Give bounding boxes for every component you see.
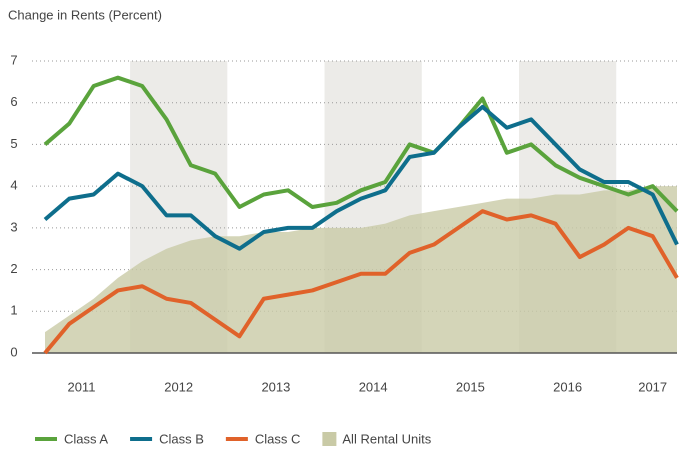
x-tick-label: 2016 [553,379,582,394]
y-tick-label: 6 [10,94,17,109]
legend-label: Class B [159,431,204,446]
x-tick-label: 2013 [261,379,290,394]
x-tick-label: 2011 [67,379,95,394]
x-tick-label: 2015 [456,379,485,394]
y-tick-label: 4 [10,178,17,193]
y-tick-label: 0 [10,344,17,359]
y-tick-label: 2 [10,261,17,276]
legend-label: Class C [255,431,301,446]
x-tick-label: 2012 [164,379,193,394]
line [43,75,679,213]
legend-label: All Rental Units [342,431,431,446]
y-tick-label: 7 [10,52,17,67]
y-tick-label: 5 [10,136,17,151]
legend-swatch [322,432,337,446]
x-tick-label: 2017 [638,379,667,394]
line [43,104,679,251]
line [43,209,679,355]
y-tick-label: 1 [10,303,17,318]
y-axis-label: Change in Rents (Percent) [8,7,162,22]
y-tick-label: 3 [10,219,17,234]
legend-label: Class A [64,431,108,446]
x-tick-label: 2014 [359,379,388,394]
